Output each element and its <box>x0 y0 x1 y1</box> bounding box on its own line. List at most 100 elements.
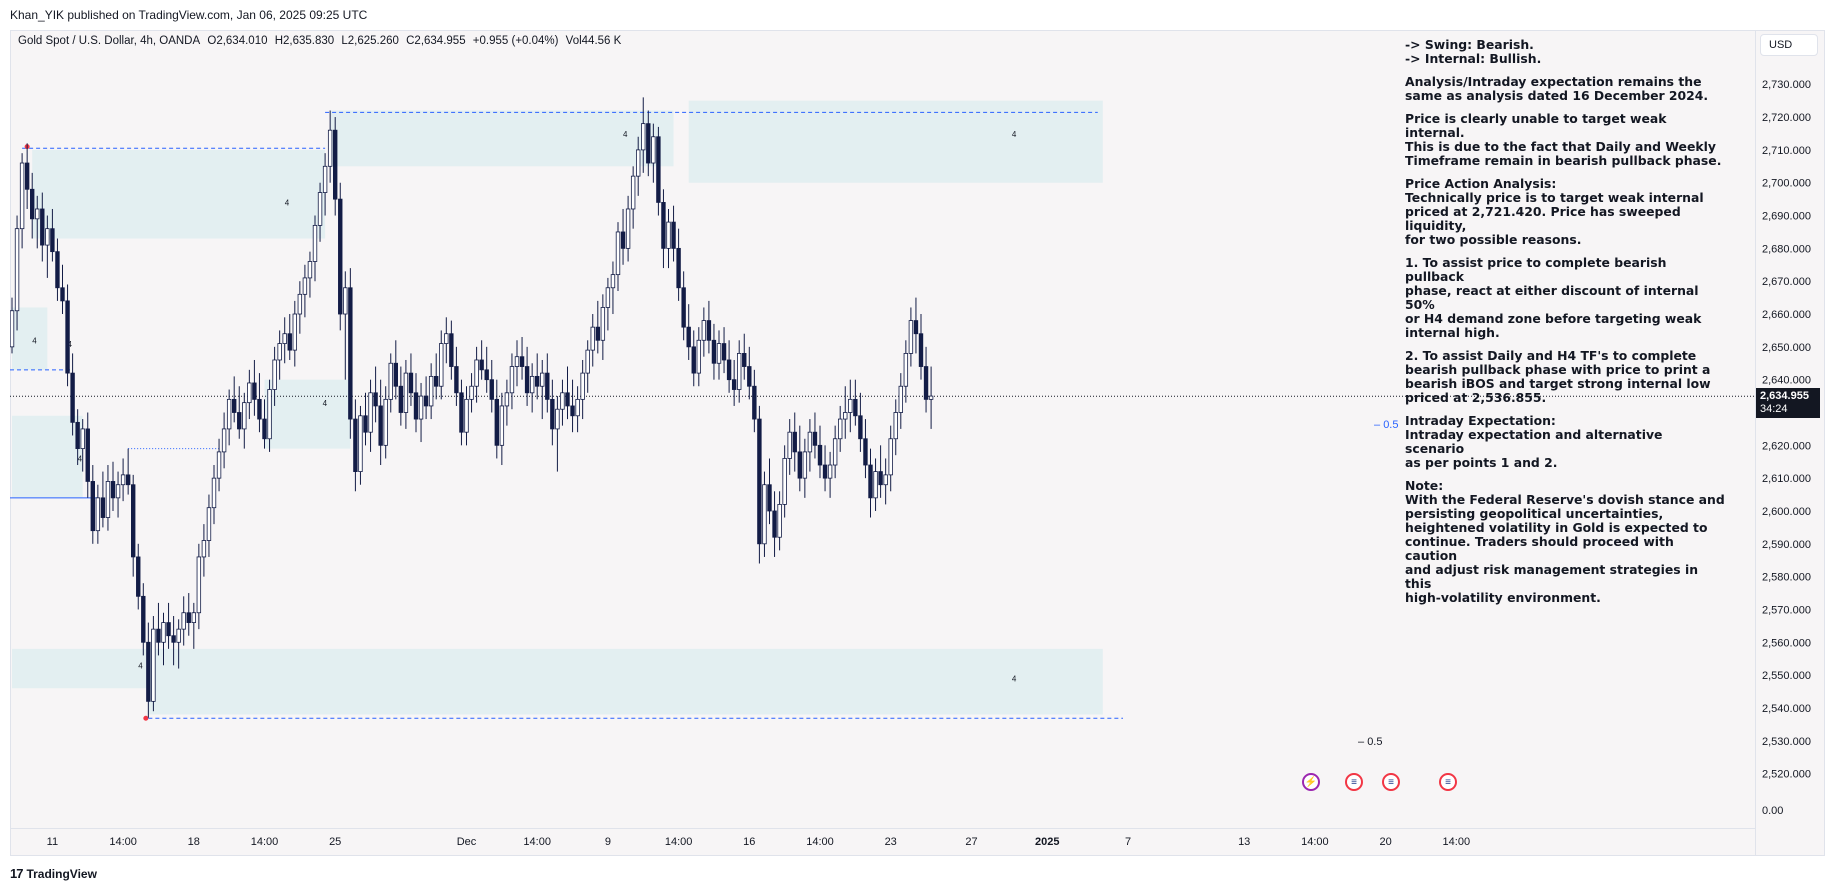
candle <box>762 471 767 557</box>
candle <box>237 386 242 439</box>
candle-body <box>363 415 368 433</box>
candle-body <box>620 231 626 249</box>
candle <box>40 192 45 262</box>
candle-body <box>923 366 929 400</box>
time-axis[interactable]: 11 14:00 18 14:00 25 Dec 14:00 9 14:00 16 14:00 23 2… <box>10 828 1755 857</box>
candle-body <box>439 343 444 387</box>
candle-body <box>706 320 712 341</box>
candle-body <box>519 356 525 367</box>
analysis-line: for two possible reasons. <box>1405 232 1582 247</box>
candle-body <box>509 366 515 394</box>
us-flag-icon[interactable]: ≡ <box>1382 773 1400 791</box>
candle-body <box>191 612 196 623</box>
zone <box>148 648 1103 715</box>
lightning-icon[interactable]: ⚡ <box>1302 773 1320 791</box>
time-tick-label: Dec <box>456 836 477 848</box>
currency-selector[interactable]: USD <box>1760 34 1818 56</box>
analysis-line: -> Swing: Bearish. <box>1405 37 1534 52</box>
candle <box>863 419 868 479</box>
candle <box>772 491 777 557</box>
candle <box>535 353 540 400</box>
candle-body <box>686 326 691 348</box>
candle <box>590 314 595 367</box>
candle <box>10 297 15 354</box>
candle <box>302 264 308 318</box>
analysis-line: Technically price is to target weak inte… <box>1405 190 1704 205</box>
candlestick-chart[interactable]: 4 4 4 4 4 4 4 4 4 <box>10 30 1755 798</box>
time-tick-label: 11 <box>46 836 59 848</box>
candle-body <box>231 398 237 413</box>
candle-body <box>535 375 540 387</box>
candle-body <box>176 628 181 643</box>
symbol-legend: Gold Spot / U.S. Dollar, 4h, OANDA O2,63… <box>18 35 625 47</box>
candle <box>156 602 161 656</box>
candle <box>353 399 358 492</box>
tradingview-logo[interactable]: 17 TradingView <box>10 866 97 881</box>
candle-body <box>35 208 40 220</box>
candle <box>211 465 217 525</box>
analysis-text-note[interactable]: -> Swing: Bearish. -> Internal: Bullish. A… <box>1405 38 1725 614</box>
analysis-line: Price is clearly unable to target weak i… <box>1405 111 1667 140</box>
us-flag-icon[interactable]: ≡ <box>1345 773 1363 791</box>
candle-body <box>403 372 409 413</box>
candle <box>625 195 631 262</box>
candle-body <box>110 481 116 499</box>
zone <box>12 648 149 689</box>
analysis-line: internal high. <box>1405 325 1500 340</box>
candle-body <box>282 333 287 344</box>
candle <box>888 425 893 492</box>
candle <box>85 412 90 498</box>
candle-body <box>29 188 35 220</box>
candle-body <box>524 366 530 394</box>
time-tick-label: 14:00 <box>250 836 279 848</box>
candle <box>136 543 141 610</box>
analysis-line: as per points 1 and 2. <box>1405 455 1558 470</box>
candle <box>529 363 535 413</box>
candle-body <box>898 385 903 413</box>
time-tick-label: 20 <box>1379 836 1392 848</box>
current-price-badge: 2,634.955 34:24 <box>1756 388 1820 419</box>
candle-body <box>393 362 398 387</box>
price-tick-label: 2,670.000 <box>1762 276 1811 288</box>
candle-body <box>777 504 782 538</box>
candle-body <box>787 431 792 459</box>
us-flag-icon[interactable]: ≡ <box>1439 773 1457 791</box>
analysis-line: 2. To assist Daily and H4 TF's to comple… <box>1405 348 1697 363</box>
candle <box>484 346 489 393</box>
candle <box>555 396 560 472</box>
symbol-name[interactable]: Gold Spot / U.S. Dollar, 4h, OANDA <box>18 35 201 47</box>
candle <box>742 333 747 380</box>
candle <box>90 465 95 544</box>
time-tick-label: 14:00 <box>523 836 551 848</box>
candle-body <box>671 221 676 249</box>
zone <box>12 415 83 498</box>
candle-body <box>812 431 818 446</box>
candle <box>418 382 424 443</box>
candle <box>812 412 818 459</box>
zone <box>32 149 326 239</box>
candle-body <box>50 228 55 253</box>
candle <box>201 524 207 577</box>
price-axis-ticks: 2,520.000 2,530.000 2,540.000 2,550.000 2,56… <box>1762 79 1811 817</box>
candles <box>10 97 934 718</box>
candle <box>171 616 176 666</box>
candle-body <box>540 372 545 387</box>
candle-body <box>737 353 742 390</box>
candle <box>479 340 484 380</box>
candle-body <box>196 556 202 614</box>
candle <box>312 215 318 282</box>
price-tick-label: 2,600.000 <box>1762 506 1811 518</box>
candle-body <box>156 628 161 643</box>
candle-body <box>555 408 560 430</box>
candle <box>348 268 353 439</box>
close-value: C2,634.955 <box>406 35 466 47</box>
candle-body <box>136 556 141 597</box>
candle-body <box>580 372 585 400</box>
candle <box>292 300 297 367</box>
candle <box>388 353 393 413</box>
candle <box>883 458 888 505</box>
candle-body <box>216 451 222 479</box>
candle-body <box>125 474 131 486</box>
candle <box>191 602 196 649</box>
price-axis[interactable]: 2,520.000 2,530.000 2,540.000 2,550.000 2,56… <box>1755 30 1826 856</box>
